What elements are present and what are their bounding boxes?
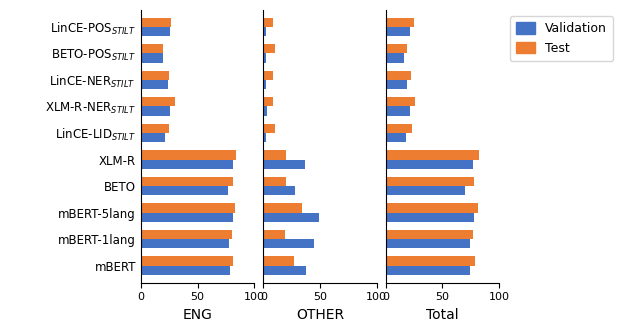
Bar bbox=[263, 256, 294, 266]
Bar bbox=[263, 71, 273, 80]
Bar bbox=[141, 186, 228, 195]
Bar bbox=[141, 27, 170, 36]
Bar bbox=[386, 203, 477, 213]
Bar bbox=[141, 71, 169, 80]
Bar bbox=[386, 256, 476, 266]
Bar bbox=[386, 177, 474, 186]
Bar bbox=[386, 27, 410, 36]
Bar bbox=[263, 213, 319, 222]
X-axis label: ENG: ENG bbox=[182, 308, 212, 322]
Bar bbox=[386, 213, 474, 222]
Bar bbox=[263, 80, 266, 89]
Bar bbox=[263, 186, 295, 195]
Bar bbox=[141, 177, 233, 186]
Bar bbox=[141, 44, 163, 54]
Bar bbox=[141, 239, 229, 248]
Bar bbox=[141, 203, 235, 213]
Bar bbox=[386, 230, 473, 239]
Bar bbox=[141, 266, 230, 275]
Bar bbox=[141, 18, 172, 27]
X-axis label: Total: Total bbox=[426, 308, 459, 322]
Bar bbox=[263, 107, 267, 116]
Bar bbox=[386, 71, 411, 80]
Bar bbox=[263, 203, 302, 213]
Bar bbox=[263, 239, 314, 248]
Bar bbox=[386, 239, 470, 248]
Bar bbox=[141, 80, 168, 89]
Bar bbox=[141, 256, 233, 266]
Bar bbox=[263, 18, 273, 27]
Bar bbox=[263, 44, 275, 54]
Bar bbox=[141, 133, 164, 142]
Bar bbox=[141, 107, 170, 116]
Bar bbox=[141, 230, 232, 239]
Bar bbox=[386, 160, 473, 169]
Bar bbox=[386, 80, 407, 89]
Bar bbox=[263, 230, 285, 239]
Bar bbox=[386, 107, 410, 116]
Legend: Validation, Test: Validation, Test bbox=[510, 16, 613, 61]
Bar bbox=[263, 266, 307, 275]
Bar bbox=[386, 97, 415, 107]
Bar bbox=[263, 97, 273, 107]
Bar bbox=[386, 18, 414, 27]
Bar bbox=[263, 133, 266, 142]
Bar bbox=[263, 177, 286, 186]
Bar bbox=[141, 150, 236, 160]
Bar bbox=[141, 213, 233, 222]
Bar bbox=[141, 160, 233, 169]
Bar bbox=[263, 150, 286, 160]
Bar bbox=[386, 133, 406, 142]
Bar bbox=[263, 160, 305, 169]
Bar bbox=[141, 54, 163, 63]
Bar bbox=[263, 27, 266, 36]
Bar bbox=[386, 124, 412, 133]
Bar bbox=[141, 124, 169, 133]
Bar bbox=[386, 54, 404, 63]
Bar bbox=[386, 266, 470, 275]
Bar bbox=[141, 97, 175, 107]
Bar bbox=[263, 124, 275, 133]
Bar bbox=[386, 150, 479, 160]
X-axis label: OTHER: OTHER bbox=[296, 308, 344, 322]
Bar bbox=[386, 186, 465, 195]
Bar bbox=[263, 54, 266, 63]
Bar bbox=[386, 44, 407, 54]
